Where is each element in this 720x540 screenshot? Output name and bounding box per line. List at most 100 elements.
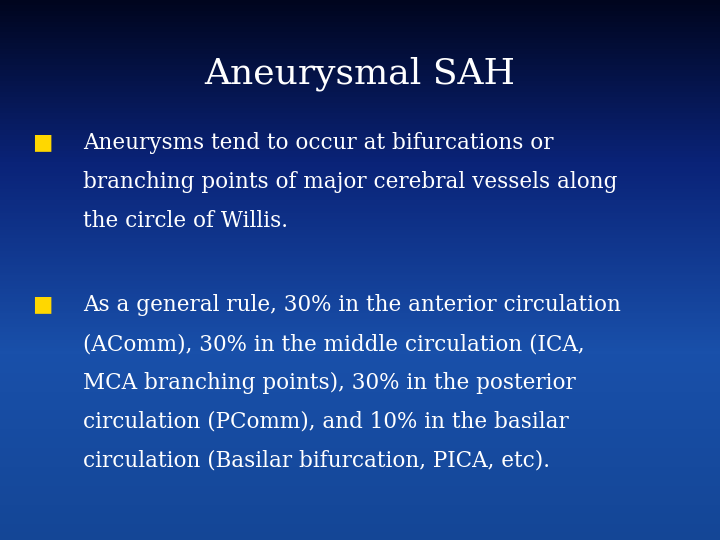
Bar: [0, 432, 720, 435]
Text: circulation (Basilar bifurcation, PICA, etc).: circulation (Basilar bifurcation, PICA, …: [83, 450, 550, 472]
Bar: [0, 32, 720, 35]
Bar: [0, 448, 720, 451]
Bar: [0, 81, 720, 84]
Bar: [0, 402, 720, 405]
Bar: [0, 256, 720, 259]
Bar: [0, 49, 720, 51]
Bar: [0, 143, 720, 146]
Bar: [0, 259, 720, 262]
Bar: [0, 97, 720, 100]
Bar: [0, 413, 720, 416]
Bar: [0, 22, 720, 24]
Bar: [0, 310, 720, 313]
Bar: [0, 238, 720, 240]
Bar: [0, 216, 720, 219]
Bar: [0, 224, 720, 227]
Bar: [0, 359, 720, 362]
Bar: [0, 132, 720, 135]
Bar: [0, 516, 720, 518]
Bar: [0, 278, 720, 281]
Bar: [0, 246, 720, 248]
Bar: [0, 100, 720, 103]
Bar: [0, 159, 720, 162]
Bar: [0, 111, 720, 113]
Bar: [0, 405, 720, 408]
Bar: [0, 343, 720, 346]
Bar: [0, 289, 720, 292]
Bar: [0, 418, 720, 421]
Bar: [0, 532, 720, 535]
Bar: [0, 440, 720, 443]
Text: ■: ■: [32, 132, 53, 152]
Bar: [0, 162, 720, 165]
Bar: [0, 202, 720, 205]
Bar: [0, 378, 720, 381]
Bar: [0, 105, 720, 108]
Bar: [0, 478, 720, 481]
Text: branching points of major cerebral vessels along: branching points of major cerebral vesse…: [83, 171, 617, 193]
Bar: [0, 170, 720, 173]
Bar: [0, 302, 720, 305]
Bar: [0, 451, 720, 454]
Bar: [0, 467, 720, 470]
Bar: [0, 375, 720, 378]
Bar: [0, 57, 720, 59]
Bar: [0, 265, 720, 267]
Bar: [0, 140, 720, 143]
Bar: [0, 189, 720, 192]
Bar: [0, 424, 720, 427]
Bar: [0, 89, 720, 92]
Text: ■: ■: [32, 294, 53, 314]
Bar: [0, 297, 720, 300]
Bar: [0, 251, 720, 254]
Bar: [0, 205, 720, 208]
Bar: [0, 370, 720, 373]
Bar: [0, 262, 720, 265]
Bar: [0, 286, 720, 289]
Bar: [0, 505, 720, 508]
Bar: [0, 65, 720, 68]
Bar: [0, 181, 720, 184]
Bar: [0, 24, 720, 27]
Bar: [0, 211, 720, 213]
Bar: [0, 394, 720, 397]
Bar: [0, 383, 720, 386]
Bar: [0, 148, 720, 151]
Bar: [0, 248, 720, 251]
Bar: [0, 435, 720, 437]
Bar: [0, 84, 720, 86]
Bar: [0, 472, 720, 475]
Bar: [0, 138, 720, 140]
Bar: [0, 454, 720, 456]
Bar: [0, 362, 720, 364]
Bar: [0, 8, 720, 11]
Bar: [0, 19, 720, 22]
Text: (AComm), 30% in the middle circulation (ICA,: (AComm), 30% in the middle circulation (…: [83, 333, 585, 355]
Bar: [0, 491, 720, 494]
Bar: [0, 194, 720, 197]
Bar: [0, 486, 720, 489]
Bar: [0, 243, 720, 246]
Bar: [0, 16, 720, 19]
Bar: [0, 178, 720, 181]
Bar: [0, 5, 720, 8]
Bar: [0, 73, 720, 76]
Bar: [0, 116, 720, 119]
Bar: [0, 537, 720, 540]
Bar: [0, 392, 720, 394]
Text: circulation (PComm), and 10% in the basilar: circulation (PComm), and 10% in the basi…: [83, 411, 569, 433]
Bar: [0, 508, 720, 510]
Bar: [0, 68, 720, 70]
Bar: [0, 78, 720, 81]
Bar: [0, 221, 720, 224]
Bar: [0, 518, 720, 521]
Bar: [0, 524, 720, 526]
Bar: [0, 0, 720, 3]
Bar: [0, 154, 720, 157]
Text: Aneurysms tend to occur at bifurcations or: Aneurysms tend to occur at bifurcations …: [83, 132, 553, 154]
Bar: [0, 122, 720, 124]
Bar: [0, 27, 720, 30]
Bar: [0, 103, 720, 105]
Bar: [0, 86, 720, 89]
Bar: [0, 459, 720, 462]
